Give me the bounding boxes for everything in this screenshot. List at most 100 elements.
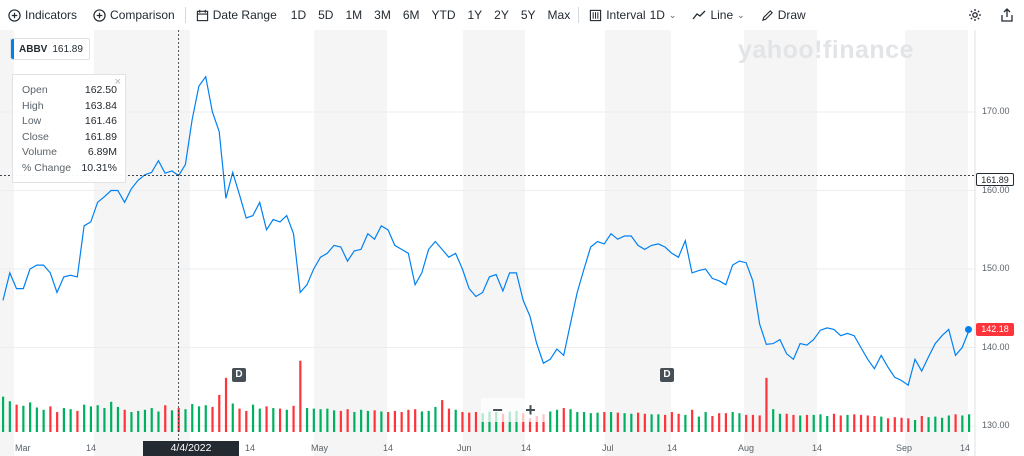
ohlc-row: % Change 10.31% [22, 161, 117, 177]
volume-bar [522, 413, 525, 432]
volume-bar [913, 420, 917, 432]
volume-bar [272, 408, 275, 432]
volume-bar [103, 408, 106, 432]
share-icon[interactable] [1000, 8, 1014, 22]
volume-bar [56, 412, 59, 432]
volume-bar [826, 416, 829, 432]
volume-bar [204, 405, 207, 432]
last-price-dot [965, 326, 972, 333]
volume-bar [907, 418, 910, 432]
comparison-button[interactable]: Comparison [85, 0, 183, 30]
volume-bar [677, 413, 680, 432]
volume-bar [562, 408, 565, 432]
crosshair-date-label: 4/4/2022 [143, 441, 239, 456]
volume-bar [123, 409, 126, 432]
volume-bar [900, 417, 903, 432]
volume-bar [15, 404, 18, 432]
range-button-ytd[interactable]: YTD [431, 8, 456, 22]
volume-bar [69, 409, 72, 432]
date-range-label: Date Range [212, 8, 277, 22]
ohlc-row: Volume 6.89M [22, 145, 117, 161]
zoom-out-button[interactable]: − [492, 399, 503, 420]
volume-bar [772, 409, 775, 432]
ohlc-value: 161.46 [84, 115, 117, 127]
plus-circle-icon [93, 8, 106, 22]
volume-bar [670, 412, 673, 432]
range-button-1y[interactable]: 1Y [467, 8, 483, 22]
y-tick-label: 170.00 [982, 106, 1010, 116]
dividend-marker[interactable]: D [232, 368, 246, 382]
range-button-6m[interactable]: 6M [402, 8, 420, 22]
last-price-label: 142.18 [976, 323, 1014, 336]
x-tick-label: 14 [960, 443, 971, 453]
volume-bar [197, 406, 201, 432]
toolbar-divider [578, 7, 580, 23]
interval-label: Interval [606, 8, 646, 22]
volume-bar [657, 414, 660, 432]
volume-bar [285, 409, 288, 432]
volume-bar [724, 413, 728, 432]
volume-bar [609, 412, 613, 432]
volume-bar [2, 396, 5, 432]
range-button-5d[interactable]: 5D [318, 8, 334, 22]
volume-bar [231, 403, 234, 432]
volume-bar [792, 414, 795, 432]
volume-bar [920, 416, 923, 432]
volume-bar [49, 406, 52, 432]
crosshair-price-label: 161.89 [976, 173, 1014, 186]
volume-bar [623, 413, 626, 432]
y-tick-label: 140.00 [982, 341, 1010, 352]
draw-label: Draw [777, 8, 806, 22]
volume-bar [603, 412, 606, 432]
indicators-button[interactable]: Indicators [0, 0, 85, 30]
ohlc-tooltip: × Open 162.50 High 163.84 Low 161.46 Close 161.… [12, 74, 126, 183]
volume-bar [211, 406, 214, 432]
volume-bar [799, 415, 802, 432]
range-button-1m[interactable]: 1M [345, 8, 363, 22]
volume-bar [333, 410, 336, 432]
volume-bar [846, 414, 849, 432]
candle-icon [590, 9, 602, 21]
volume-bar [555, 409, 559, 432]
chart-type-button[interactable]: Line ⌄ [684, 0, 752, 30]
volume-bar [954, 414, 957, 432]
volume-bar [299, 360, 302, 432]
volume-bar [853, 414, 856, 432]
volume-bar [589, 413, 592, 432]
draw-button[interactable]: Draw [753, 0, 814, 30]
ohlc-label: Volume [22, 146, 58, 158]
gear-icon[interactable] [968, 8, 982, 22]
volume-bar [596, 412, 599, 432]
calendar-icon [196, 9, 208, 21]
ticker-tag[interactable]: ABBV 161.89 [10, 38, 90, 60]
volume-bar [83, 404, 86, 432]
dividend-marker[interactable]: D [660, 368, 674, 382]
ohlc-label: Open [22, 84, 48, 96]
y-tick-label: 150.00 [982, 263, 1010, 273]
volume-bar [170, 410, 174, 432]
chart-area[interactable] [0, 30, 1024, 456]
range-button-1d[interactable]: 1D [290, 8, 307, 22]
interval-button[interactable]: Interval 1D ⌄ [581, 0, 684, 30]
range-button-max[interactable]: Max [547, 8, 571, 22]
volume-bar [319, 409, 322, 432]
volume-bar [650, 414, 653, 432]
x-tick-label: Jun [457, 443, 472, 453]
volume-bar [481, 413, 484, 432]
month-band [605, 30, 671, 456]
close-icon[interactable]: × [114, 76, 121, 88]
volume-bar [62, 408, 65, 432]
volume-bar [738, 413, 741, 432]
range-button-5y[interactable]: 5Y [520, 8, 536, 22]
zoom-in-button[interactable]: + [525, 399, 536, 420]
volume-bar [758, 415, 761, 432]
volume-bar [380, 411, 383, 432]
range-button-3m[interactable]: 3M [374, 8, 391, 22]
ohlc-label: % Change [22, 161, 72, 174]
ohlc-label: High [22, 99, 44, 112]
volume-bar [940, 417, 944, 432]
volume-bar [110, 401, 113, 432]
range-button-2y[interactable]: 2Y [494, 8, 509, 22]
date-range-button[interactable]: Date Range [188, 0, 285, 30]
toolbar-right [968, 0, 1014, 30]
